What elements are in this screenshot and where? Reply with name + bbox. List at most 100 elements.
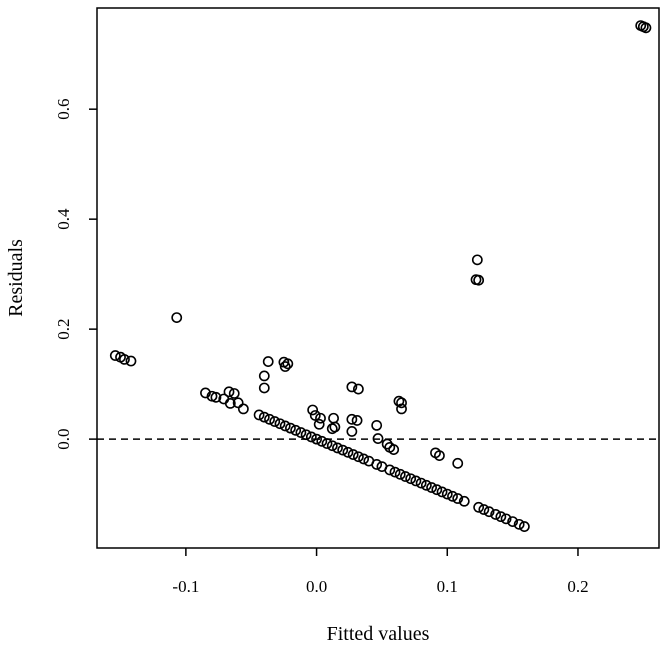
data-point (452, 493, 464, 504)
data-point (282, 358, 294, 370)
data-point (316, 435, 328, 447)
data-point (384, 464, 396, 476)
data-point (346, 426, 358, 437)
data-point (420, 479, 432, 491)
data-point (200, 387, 211, 399)
plot-frame (96, 7, 660, 549)
data-point (223, 386, 235, 398)
x-tick-label: -0.1 (172, 577, 199, 596)
data-point (447, 490, 458, 502)
data-point (346, 413, 358, 425)
data-point (307, 404, 319, 416)
data-point (329, 421, 341, 433)
data-point (253, 409, 265, 421)
data-point (290, 424, 302, 436)
data-point (328, 412, 339, 424)
y-axis: 0.0 0.2 0.4 0.6 (54, 99, 97, 450)
data-point (352, 383, 364, 395)
data-point (342, 446, 354, 458)
y-tick-label: 0.6 (54, 99, 73, 120)
data-point (224, 397, 236, 409)
data-point (232, 397, 244, 409)
data-point (495, 511, 507, 523)
data-point (311, 433, 322, 445)
data-point (358, 453, 370, 465)
data-point (285, 422, 296, 434)
data-point (381, 438, 393, 450)
data-point (258, 370, 270, 382)
data-point (441, 488, 453, 500)
data-point (279, 420, 291, 432)
data-point (326, 440, 338, 452)
data-point (452, 457, 464, 469)
data-point (431, 484, 443, 496)
data-point (389, 466, 401, 478)
data-point (309, 410, 321, 421)
data-point (513, 518, 525, 530)
data-point (640, 22, 652, 34)
data-point (478, 504, 490, 515)
data-point (125, 355, 137, 367)
data-point (258, 382, 270, 394)
data-point (352, 451, 364, 463)
data-point (269, 416, 281, 427)
data-point (415, 477, 427, 489)
y-axis-label: Residuals (5, 239, 27, 317)
data-point (500, 513, 512, 525)
data-point (346, 381, 358, 393)
x-tick-label: 0.0 (306, 577, 327, 596)
data-point (371, 459, 383, 470)
data-point (396, 403, 407, 415)
data-point (371, 419, 383, 431)
y-tick-label: 0.0 (54, 428, 73, 449)
data-point (300, 429, 312, 441)
x-tick-label: 0.2 (567, 577, 588, 596)
y-tick-label: 0.2 (54, 319, 73, 340)
data-point (295, 427, 307, 438)
data-point (426, 482, 437, 493)
data-point (274, 418, 286, 430)
data-point (313, 418, 325, 430)
data-point (258, 411, 270, 423)
data-point (518, 521, 530, 532)
x-axis-label: Fitted values (327, 623, 430, 645)
data-point (326, 423, 338, 435)
data-point (171, 312, 183, 323)
data-point (388, 444, 400, 455)
data-point (228, 388, 240, 399)
data-point (279, 361, 291, 372)
data-point (237, 403, 249, 415)
data-point (119, 353, 130, 365)
data-point (396, 397, 407, 409)
data-point (471, 254, 483, 266)
data-point (210, 391, 222, 403)
data-point (315, 412, 326, 424)
data-point (458, 495, 470, 507)
data-point (351, 415, 363, 426)
data-point (405, 473, 417, 485)
data-points (109, 20, 652, 532)
data-point (264, 413, 275, 425)
data-point (434, 450, 445, 462)
data-point (473, 501, 485, 513)
data-point (400, 471, 411, 482)
x-tick-label: 0.1 (437, 577, 458, 596)
data-point (490, 509, 502, 520)
data-point (321, 438, 333, 449)
data-point (305, 431, 317, 443)
data-point (410, 475, 422, 487)
data-point (372, 433, 384, 444)
data-point (507, 516, 519, 528)
data-point (483, 506, 495, 518)
y-tick-label: 0.4 (54, 208, 73, 230)
x-axis: -0.1 0.0 0.1 0.2 (172, 548, 589, 596)
data-point (337, 444, 349, 456)
data-point (473, 274, 485, 286)
data-point (332, 442, 343, 454)
data-point (436, 486, 448, 498)
data-point (394, 468, 406, 480)
data-point (262, 356, 274, 367)
data-point (109, 350, 121, 361)
data-point (347, 449, 359, 460)
